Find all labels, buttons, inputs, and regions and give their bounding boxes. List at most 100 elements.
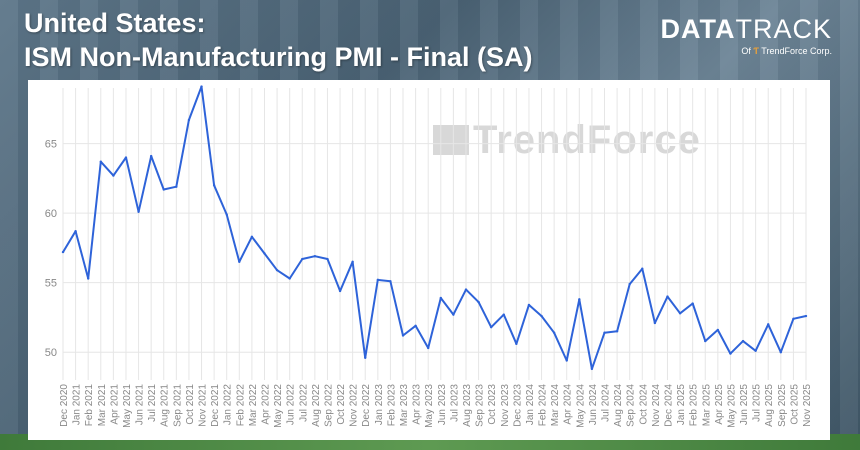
x-tick-label: Oct 2023 — [487, 384, 498, 425]
x-tick-label: Apr 2022 — [260, 384, 271, 425]
x-tick-label: Jul 2025 — [752, 384, 763, 422]
x-tick-label: Jun 2022 — [286, 384, 297, 426]
data-point — [124, 156, 128, 159]
y-tick-label: 60 — [45, 208, 57, 220]
data-point — [565, 359, 568, 362]
x-tick-label: Sep 2022 — [323, 384, 334, 427]
data-point — [414, 324, 417, 327]
data-point — [326, 257, 329, 261]
x-tick-label: Jun 2025 — [739, 384, 750, 426]
x-tick-label: Mar 2025 — [701, 384, 712, 427]
data-point — [653, 321, 657, 325]
data-point — [288, 277, 291, 280]
x-tick-label: Jan 2025 — [676, 384, 687, 426]
x-tick-label: Aug 2024 — [613, 384, 624, 427]
data-point — [427, 346, 430, 350]
data-point — [175, 185, 178, 188]
page-title: United States: ISM Non-Manufacturing PMI… — [24, 6, 532, 74]
data-point — [452, 313, 455, 316]
data-point — [389, 280, 392, 283]
x-tick-label: Oct 2022 — [336, 384, 347, 425]
x-tick-label: Aug 2023 — [462, 384, 473, 427]
data-point — [200, 85, 203, 88]
data-point — [489, 325, 493, 329]
data-point — [641, 267, 644, 270]
x-tick-label: Jul 2022 — [298, 384, 309, 422]
data-point — [86, 277, 90, 280]
data-point — [263, 252, 266, 255]
title-country: United States: — [24, 8, 206, 38]
data-point — [238, 260, 241, 264]
x-tick-label: May 2025 — [726, 384, 737, 428]
x-tick-label: Jan 2021 — [72, 384, 83, 426]
data-point — [779, 350, 783, 354]
series-line — [62, 85, 807, 370]
x-tick-label: Mar 2021 — [97, 384, 108, 427]
data-point — [754, 349, 757, 352]
data-point — [716, 328, 720, 332]
data-point — [250, 235, 254, 238]
data-point — [275, 268, 279, 272]
logo-wordmark: DATATRACK — [661, 14, 833, 44]
x-tick-label: Apr 2023 — [412, 384, 423, 425]
x-tick-label: Nov 2024 — [651, 384, 662, 427]
x-tick-label: Jul 2021 — [147, 384, 158, 422]
x-tick-label: Oct 2025 — [789, 384, 800, 425]
data-point — [225, 213, 228, 216]
data-point — [187, 118, 191, 122]
x-tick-label: Apr 2021 — [109, 384, 120, 425]
logo-sub-prefix: Of — [741, 46, 751, 56]
data-point — [792, 317, 795, 321]
x-tick-label: Feb 2025 — [689, 384, 700, 427]
x-tick-label: Jul 2023 — [449, 384, 460, 422]
logo-track-text: TRACK — [735, 14, 832, 44]
x-tick-label: Jun 2024 — [588, 384, 599, 426]
logo-sub-brand: TrendForce Corp. — [761, 46, 832, 56]
data-point — [691, 302, 694, 305]
x-tick-label: Jan 2022 — [223, 384, 234, 426]
watermark-text: TrendForce — [473, 118, 701, 162]
x-tick-label: Jan 2024 — [525, 384, 536, 426]
data-point — [628, 282, 631, 286]
x-tick-label: Nov 2025 — [802, 384, 813, 427]
y-tick-label: 55 — [45, 278, 57, 290]
data-point — [590, 367, 594, 371]
x-tick-label: Nov 2021 — [198, 384, 209, 427]
x-tick-label: Dec 2022 — [361, 384, 372, 427]
data-point — [666, 295, 669, 298]
data-point — [678, 312, 682, 315]
data-point — [527, 303, 531, 307]
trendforce-mark-icon: Ƭ — [753, 46, 759, 56]
x-tick-label: May 2021 — [122, 384, 133, 428]
x-tick-label: Oct 2021 — [185, 384, 196, 425]
x-tick-label: Feb 2021 — [84, 384, 95, 427]
x-tick-label: Sep 2025 — [777, 384, 788, 427]
data-point — [338, 289, 342, 293]
logo-data-text: DATA — [660, 14, 736, 44]
data-point — [502, 313, 505, 316]
data-point — [552, 331, 556, 334]
x-tick-label: Apr 2024 — [563, 384, 574, 425]
x-tick-label: Sep 2023 — [475, 384, 486, 427]
x-tick-label: Sep 2024 — [626, 384, 637, 427]
x-tick-label: Aug 2022 — [311, 384, 322, 427]
x-tick-label: Mar 2024 — [550, 384, 561, 427]
x-tick-label: Sep 2021 — [172, 384, 183, 427]
data-point — [149, 154, 153, 158]
logo-subtitle: Of Ƭ TrendForce Corp. — [661, 44, 832, 58]
data-point — [99, 160, 102, 163]
x-tick-label: Dec 2023 — [512, 384, 523, 427]
data-point — [162, 188, 165, 191]
x-tick-label: May 2023 — [424, 384, 435, 428]
chart-panel: TrendForce 50 55 60 65 Dec 2020 Jan 2021 Feb 2… — [28, 80, 830, 440]
data-point — [615, 330, 619, 333]
x-tick-label: Jan 2023 — [374, 384, 385, 426]
trendforce-watermark-icon — [433, 125, 469, 155]
x-tick-label: Dec 2020 — [59, 384, 70, 427]
x-tick-label: Mar 2023 — [399, 384, 410, 427]
x-tick-label: Mar 2022 — [248, 384, 259, 427]
data-point — [376, 278, 380, 282]
data-point — [301, 257, 304, 261]
x-tick-label: Oct 2024 — [638, 384, 649, 425]
data-point — [729, 352, 732, 355]
